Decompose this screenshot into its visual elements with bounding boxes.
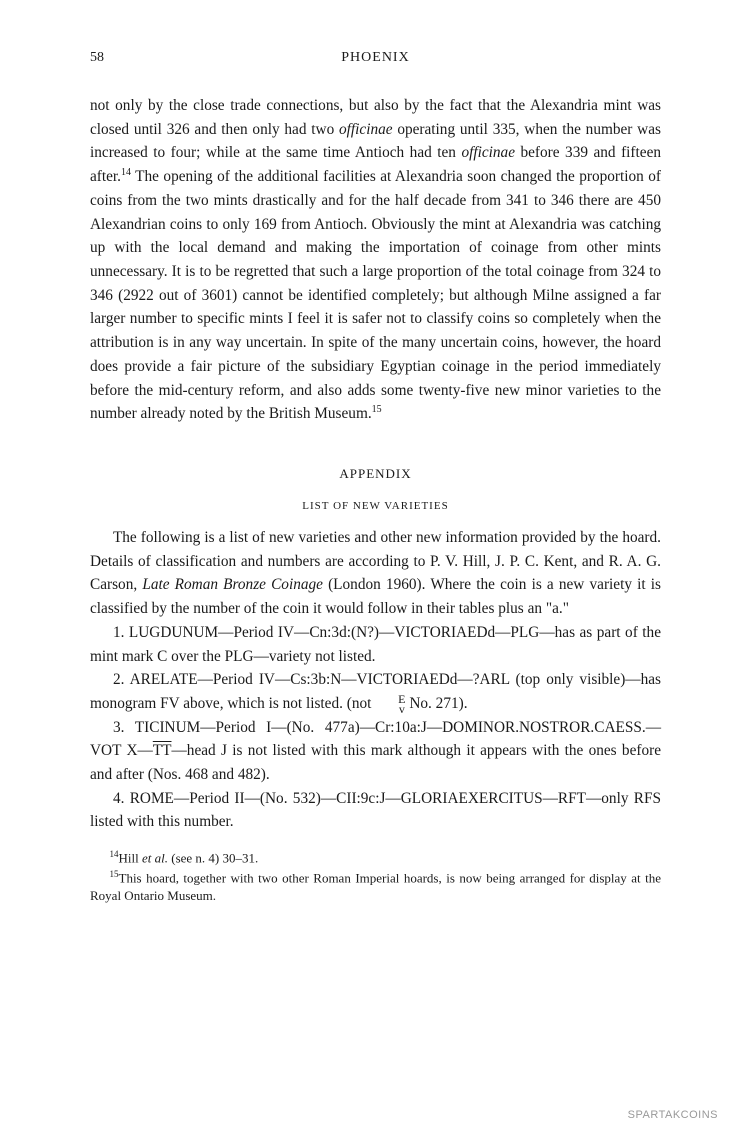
fn15-text: This hoard, together with two other Roma… [90, 870, 661, 903]
italic-officinae-2: officinae [461, 144, 515, 161]
header-title: PHOENIX [90, 50, 661, 66]
italic-officinae-1: officinae [339, 121, 393, 138]
footnote-15: 15This hoard, together with two other Ro… [90, 868, 661, 906]
footnote-14: 14Hill et al. (see n. 4) 30–31. [90, 848, 661, 868]
appendix-title: APPENDIX [90, 466, 661, 482]
intro-italic-title: Late Roman Bronze Coinage [142, 576, 323, 593]
watermark: SPARTAKCOINS [628, 1109, 718, 1121]
footnote-marker-14: 14 [121, 167, 131, 178]
fn14-before: Hill [119, 851, 142, 866]
fn14-after: (see n. 4) 30–31. [168, 851, 258, 866]
appendix-intro: The following is a list of new varieties… [90, 526, 661, 621]
entry-2-after: No. 271). [406, 695, 468, 712]
body-text-4: The opening of the additional facilities… [90, 168, 661, 422]
footnotes: 14Hill et al. (see n. 4) 30–31. 15This h… [90, 848, 661, 905]
entry-3-overline: TT [153, 742, 172, 759]
entry-2: 2. ARELATE—Period IV—Cs:3b:N—VICTORIAEDd… [90, 668, 661, 715]
entry-1: 1. LUGDUNUM—Period IV—Cn:3d:(N?)—VICTORI… [90, 621, 661, 668]
entry-2-stacked: Ev [375, 694, 405, 714]
footnote-marker-15: 15 [372, 404, 382, 415]
fn14-italic: et al. [142, 851, 168, 866]
entry-2-stack-bot: v [375, 704, 405, 714]
body-paragraph: not only by the close trade connections,… [90, 94, 661, 426]
fn14-marker: 14 [110, 849, 119, 859]
fn15-marker: 15 [110, 869, 119, 879]
page-number: 58 [90, 50, 104, 66]
entry-4: 4. ROME—Period II—(No. 532)—CII:9c:J—GLO… [90, 787, 661, 834]
entry-3-after: —head J is not listed with this mark alt… [90, 742, 661, 783]
list-title: LIST OF NEW VARIETIES [90, 500, 661, 512]
entry-3: 3. TICINUM—Period I—(No. 477a)—Cr:10a:J—… [90, 716, 661, 787]
